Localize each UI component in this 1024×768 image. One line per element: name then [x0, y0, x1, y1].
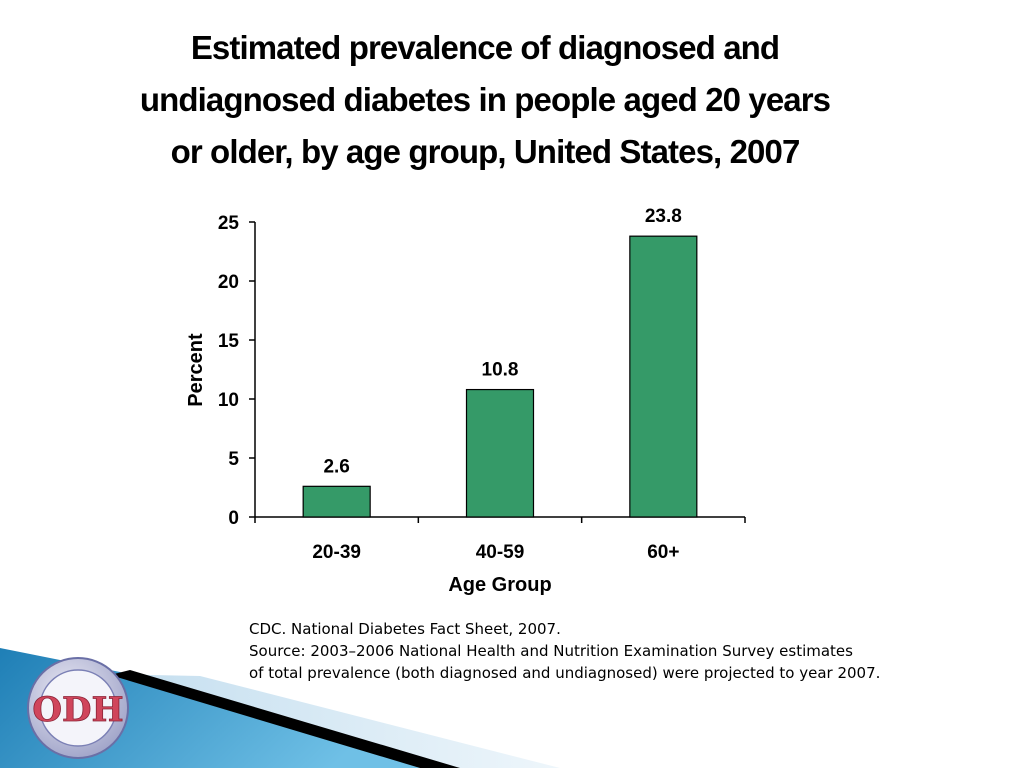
x-axis-title: Age Group [448, 574, 551, 596]
y-tick-label: 15 [218, 331, 240, 352]
source-line-3: of total prevalence (both diagnosed and … [249, 664, 881, 682]
chart-title: Estimated prevalence of diagnosed and un… [80, 22, 890, 178]
title-line-3: or older, by age group, United States, 2… [170, 133, 801, 170]
odh-seal-logo: ODH [27, 657, 129, 759]
title-line-1: Estimated prevalence of diagnosed and [190, 29, 780, 66]
bar-value-label: 23.8 [645, 206, 682, 227]
logo-text: ODH [32, 690, 123, 730]
source-line-1: CDC. National Diabetes Fact Sheet, 2007. [249, 620, 561, 638]
source-line-2: Source: 2003–2006 National Health and Nu… [249, 642, 853, 660]
y-tick-label: 10 [218, 390, 239, 411]
bar-40-59 [465, 388, 535, 518]
bar-60+ [629, 235, 698, 518]
y-tick-label: 5 [228, 449, 239, 470]
source-note: CDC. National Diabetes Fact Sheet, 2007.… [249, 618, 1009, 684]
y-tick-label: 0 [228, 508, 239, 529]
x-category-label: 20-39 [312, 542, 361, 563]
black-swoosh [110, 670, 460, 768]
y-axis-title: Percent [185, 333, 207, 407]
bar-value-label: 2.6 [323, 456, 349, 477]
x-category-label: 60+ [647, 542, 679, 563]
y-tick-label: 25 [218, 213, 240, 234]
bar-value-label: 10.8 [482, 360, 519, 381]
bar-20-39 [302, 485, 371, 518]
y-tick-label: 20 [218, 272, 239, 293]
title-line-2: undiagnosed diabetes in people aged 20 y… [139, 81, 831, 118]
x-category-label: 40-59 [476, 542, 525, 563]
